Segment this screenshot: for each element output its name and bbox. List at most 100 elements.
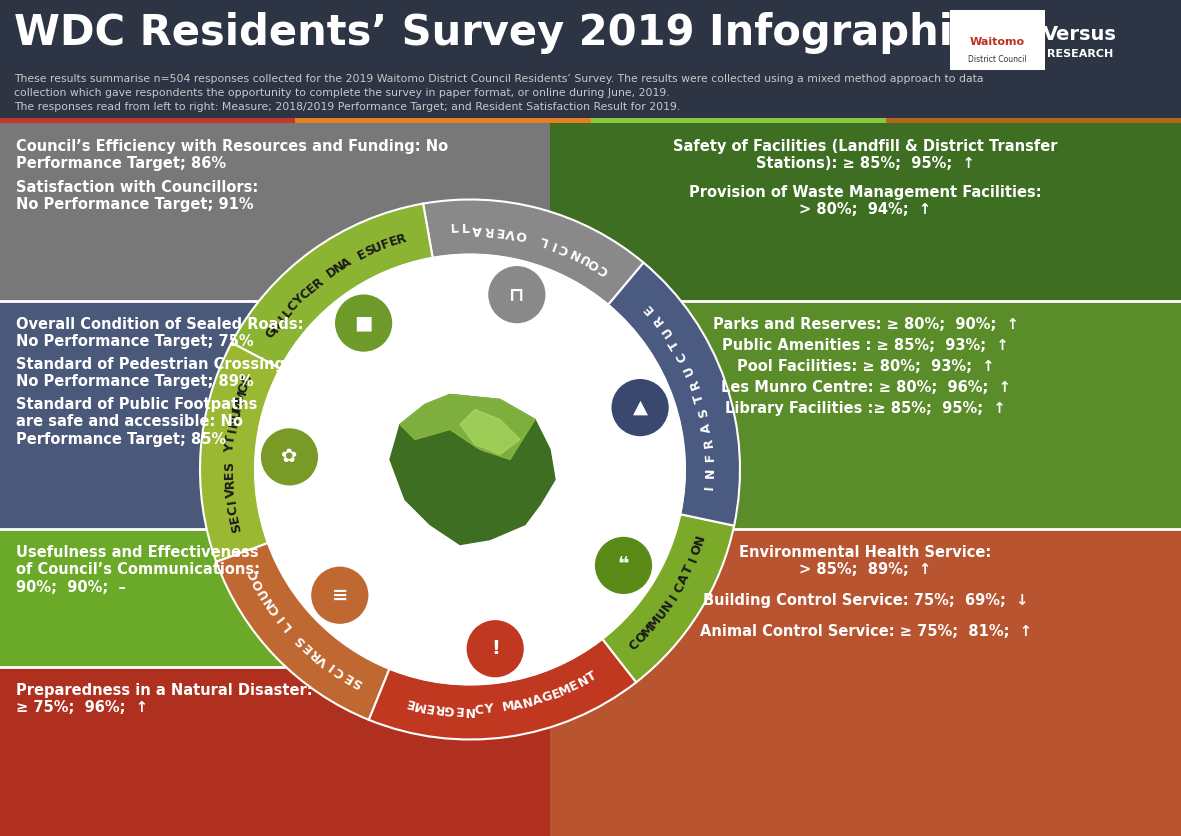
Text: R: R [223, 479, 236, 489]
Text: E: E [355, 247, 368, 263]
Text: I: I [274, 612, 287, 624]
Text: C: C [298, 286, 313, 302]
Text: U: U [659, 324, 676, 339]
Text: T: T [667, 337, 683, 351]
Text: These results summarise n=504 responses collected for the 2019 Waitomo District : These results summarise n=504 responses … [14, 74, 984, 84]
Circle shape [255, 254, 685, 685]
Text: I: I [703, 485, 717, 490]
Text: Safety of Facilities (Landfill & District Transfer
Stations): ≥ 85%;  95%;  ↑: Safety of Facilities (Landfill & Distric… [673, 139, 1058, 171]
Polygon shape [400, 395, 535, 460]
Bar [950, 10, 1045, 70]
Text: R: R [702, 437, 716, 448]
Text: Building Control Service: 75%;  69%;  ↓: Building Control Service: 75%; 69%; ↓ [703, 593, 1029, 608]
Text: M: M [233, 388, 249, 404]
Text: T: T [692, 392, 707, 405]
Text: N: N [567, 245, 582, 261]
Text: R: R [687, 377, 703, 391]
Bar [0, 301, 550, 529]
Text: A: A [677, 572, 692, 586]
Text: I: I [224, 498, 239, 505]
Text: E: E [228, 513, 242, 524]
Text: C: C [672, 581, 687, 595]
Text: I: I [275, 314, 288, 325]
Wedge shape [368, 639, 637, 740]
Text: S: S [223, 461, 236, 471]
Wedge shape [608, 263, 740, 526]
Wedge shape [231, 204, 432, 369]
Text: N: N [576, 674, 590, 690]
Text: M: M [230, 397, 247, 412]
Text: !: ! [491, 640, 500, 658]
Text: A: A [513, 698, 524, 712]
Text: N: N [261, 594, 278, 609]
Text: S: S [350, 674, 364, 690]
Text: E: E [568, 678, 581, 694]
Text: G: G [263, 325, 280, 341]
Text: N: N [660, 598, 677, 614]
Text: Standard of Public Footpaths
are safe and accessible: No
Performance Target; 85%: Standard of Public Footpaths are safe an… [17, 397, 257, 446]
Text: V: V [504, 225, 516, 240]
Text: C: C [267, 602, 282, 617]
Text: R: R [311, 275, 326, 291]
Text: Standard of Pedestrian Crossings:
No Performance Target; 89%: Standard of Pedestrian Crossings: No Per… [17, 357, 300, 390]
Text: ✿: ✿ [281, 447, 298, 466]
Text: The responses read from left to right: Measure; 2018/2019 Performance Target; an: The responses read from left to right: M… [14, 102, 680, 112]
Text: M: M [412, 697, 426, 712]
Text: M: M [557, 682, 574, 699]
Bar [0, 118, 295, 123]
Text: Satisfaction with Councillors:
No Performance Target; 91%: Satisfaction with Councillors: No Perfor… [17, 180, 259, 212]
Text: Public Amenities : ≥ 85%;  93%;  ↑: Public Amenities : ≥ 85%; 93%; ↑ [723, 338, 1009, 353]
Text: ▲: ▲ [633, 398, 647, 417]
Wedge shape [423, 200, 644, 305]
Text: Pool Facilities: ≥ 80%;  93%;  ↑: Pool Facilities: ≥ 80%; 93%; ↑ [737, 359, 994, 374]
Text: C: C [474, 703, 483, 716]
Text: S: S [293, 632, 308, 648]
Text: E: E [404, 695, 416, 710]
Text: C: C [332, 664, 347, 680]
Circle shape [594, 535, 653, 595]
Text: E: E [387, 234, 399, 249]
Text: I: I [549, 237, 559, 251]
Text: Environmental Health Service:
> 85%;  89%;  ↑: Environmental Health Service: > 85%; 89%… [739, 545, 992, 578]
Text: A: A [471, 222, 482, 236]
Text: N: N [268, 319, 285, 334]
Text: M: M [501, 700, 516, 714]
Circle shape [333, 293, 393, 353]
Text: E: E [550, 686, 562, 701]
Text: U: U [255, 585, 272, 600]
Text: N: N [704, 467, 717, 477]
Text: Usefulness and Effectiveness
of Council’s Communications:
90%;  90%;  –: Usefulness and Effectiveness of Council’… [17, 545, 260, 594]
Text: U: U [654, 606, 671, 622]
Bar [550, 529, 1181, 836]
Bar [550, 301, 1181, 529]
Text: T: T [681, 563, 697, 576]
Bar [550, 123, 1181, 301]
Text: S: S [697, 407, 711, 419]
Text: N: N [464, 703, 474, 716]
Text: ≡: ≡ [332, 586, 348, 604]
Text: C: C [226, 505, 240, 516]
Text: S: S [363, 243, 377, 259]
Bar [0, 667, 550, 836]
Bar [886, 118, 1181, 123]
Text: R: R [307, 645, 324, 662]
Text: N: N [521, 696, 535, 711]
Circle shape [309, 565, 370, 625]
Text: C: C [286, 298, 301, 314]
Text: O: O [236, 380, 252, 395]
Text: F: F [379, 237, 392, 252]
Text: C: C [246, 568, 262, 582]
Text: A: A [531, 693, 544, 708]
Text: ⊓: ⊓ [509, 285, 524, 304]
Text: U: U [681, 363, 697, 378]
Text: A: A [339, 255, 354, 271]
Text: O: O [586, 255, 602, 272]
Text: E: E [494, 224, 504, 237]
Text: G: G [540, 690, 554, 705]
Text: E: E [341, 669, 355, 685]
Text: T: T [224, 435, 239, 445]
Text: U: U [576, 250, 592, 266]
Text: D: D [325, 264, 340, 281]
Text: Versus: Versus [1043, 24, 1117, 43]
Text: R: R [433, 701, 445, 715]
